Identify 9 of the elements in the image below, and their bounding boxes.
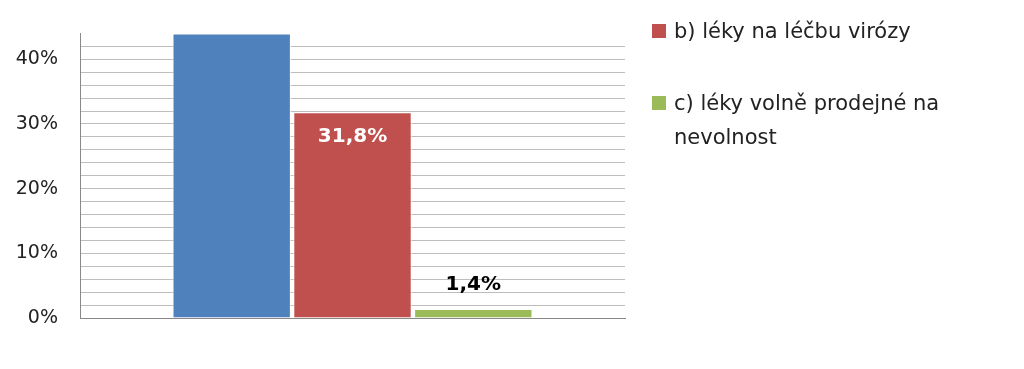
y-tick-label: 20% [15, 175, 58, 198]
data-label: 1,4% [445, 271, 502, 296]
y-tick-label: 30% [15, 110, 58, 133]
legend-label: b) léky na léčbu virózy [674, 18, 911, 45]
data-label: 31,8% [317, 122, 388, 147]
y-tick-label: 10% [15, 240, 58, 263]
y-tick-label: 40% [15, 46, 58, 69]
legend-label: c) léky volně prodejné na nevolnost [674, 90, 941, 151]
y-tick-label: 0% [27, 304, 58, 327]
